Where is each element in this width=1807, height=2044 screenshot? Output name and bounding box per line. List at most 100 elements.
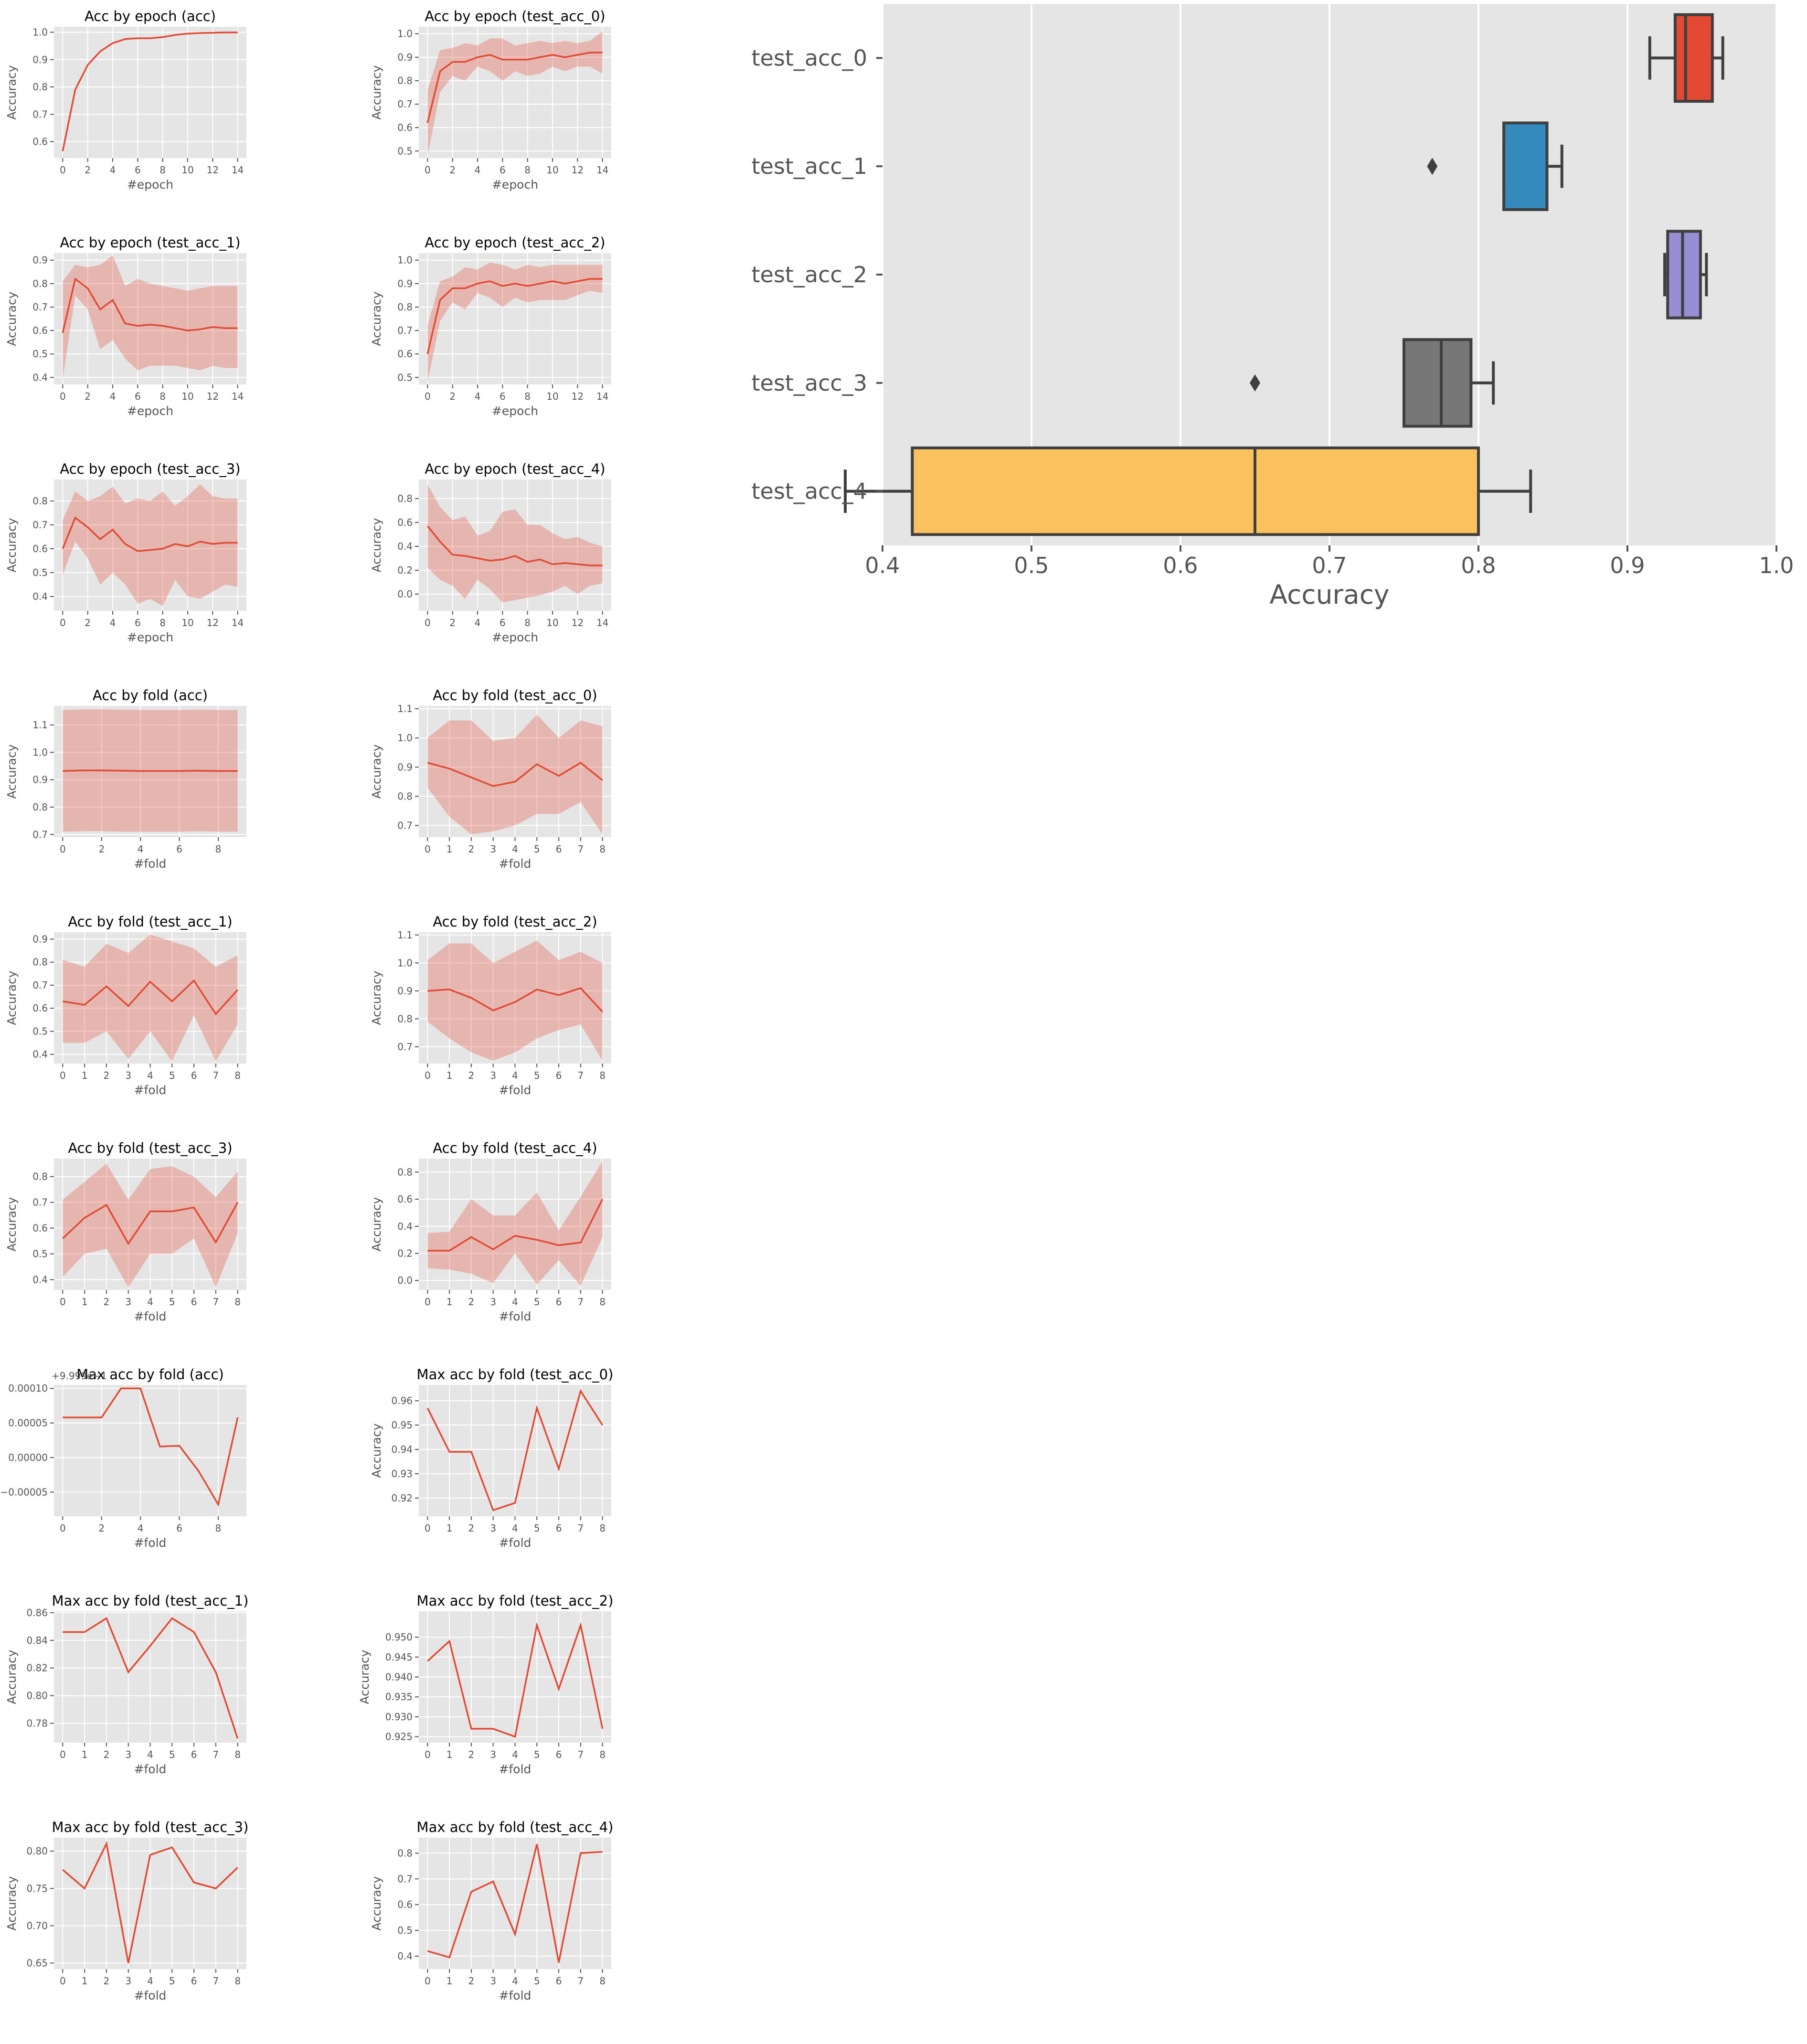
x-axis-label: #fold (134, 1989, 167, 2002)
box-body (1403, 338, 1473, 428)
x-axis-label: #fold (499, 857, 531, 871)
x-tick-label: 1 (82, 1296, 88, 1308)
series-line (63, 1387, 239, 1507)
x-tick-label: 7 (213, 1975, 219, 1987)
x-tick-label: 6 (191, 1975, 197, 1987)
y-tick-label: 0.7 (32, 519, 48, 531)
plot-area (419, 479, 611, 611)
x-tick-label: 5 (534, 1522, 540, 1534)
y-tick-label: 1.0 (397, 957, 413, 969)
x-tick-label: 5 (534, 843, 540, 855)
x-tick-label: 12 (572, 164, 584, 176)
y-tick-label: 0.6 (397, 348, 413, 360)
x-tick-label: 4 (110, 391, 116, 402)
x-tick-label: 3 (490, 1522, 496, 1534)
x-tick-label: 7 (213, 1070, 219, 1081)
x-tick-label: 8 (215, 1522, 222, 1534)
x-tick-label: 10 (546, 391, 558, 402)
y-tick-label: 0.5 (32, 567, 48, 578)
subplot-title: Acc by fold (test_acc_0) (433, 687, 597, 703)
x-tick-label: 6 (176, 843, 182, 855)
y-tick-label: 0.8 (397, 301, 413, 313)
x-tick-label: 3 (125, 1749, 131, 1760)
y-tick-label: 0.7 (32, 829, 48, 840)
series-line (427, 1844, 603, 1963)
y-axis-label: Accuracy (370, 1423, 383, 1478)
confidence-band (63, 484, 238, 606)
x-tick-label: 8 (599, 843, 606, 855)
x-tick-label: 6 (191, 1296, 197, 1308)
y-tick-label: 1.0 (397, 255, 413, 266)
y-tick-label: 0.9 (397, 52, 413, 63)
y-axis-label: Accuracy (370, 291, 383, 346)
x-tick-label: 14 (596, 617, 608, 628)
y-tick-label: 0.0 (397, 1275, 413, 1286)
x-tick-label: 2 (449, 617, 456, 628)
x-tick-label: 7 (213, 1749, 219, 1760)
x-tick-label: 4 (512, 1975, 518, 1987)
subplot-11: 0 1 2 3 4 5 6 7 8 0.4 0.5 0.6 0.7 0.8 Acc by fold (tes… (5, 1140, 246, 1323)
y-axis-label: Accuracy (370, 518, 383, 572)
x-tick-label: 4 (147, 1070, 153, 1081)
series-line (426, 525, 603, 566)
y-tick-label: 0.80 (26, 1845, 48, 1857)
x-tick-label: 0 (425, 1975, 431, 1987)
x-tick-label: 6 (556, 1070, 562, 1081)
x-tick-label: 12 (572, 617, 584, 628)
x-tick-label: 0 (60, 164, 66, 176)
x-tick-label: 10 (546, 617, 558, 628)
subplot-7: 0 2 4 6 8 0.7 0.8 0.9 1.0 1.1 Acc by fold (acc) #fo… (5, 687, 246, 871)
y-tick-label: 1.0 (397, 28, 413, 40)
y-tick-label: 0.930 (385, 1711, 413, 1723)
subplot-9: 0 1 2 3 4 5 6 7 8 0.4 0.5 0.6 0.7 0.8 0.9 Acc by fold (… (5, 914, 246, 1097)
x-axis-label: #epoch (127, 178, 173, 192)
x-tick-label: 1 (82, 1070, 88, 1081)
x-tick-label: 6 (556, 1296, 562, 1308)
x-tick-label: 7 (578, 1070, 584, 1081)
x-tick-label: 1 (446, 1522, 453, 1534)
subplot-10: 0 1 2 3 4 5 6 7 8 0.7 0.8 0.9 1.0 1.1 Acc by fold (tes… (370, 914, 611, 1097)
y-tick-label: 0.4 (397, 1950, 413, 1962)
x-tick-label: 7 (578, 843, 584, 855)
x-tick-label: 4 (110, 164, 116, 176)
x-tick-label: 3 (490, 1070, 496, 1081)
x-axis-label: #fold (499, 1536, 531, 1550)
y-tick-label: 0.9 (32, 774, 48, 786)
x-tick-label: 7 (578, 1296, 584, 1308)
y-tick-label: 0.75 (26, 1883, 48, 1894)
x-tick-label: 2 (468, 1749, 475, 1760)
x-tick-label: 3 (490, 1749, 496, 1760)
y-tick-label: 0.78 (26, 1717, 48, 1729)
series-line (427, 987, 603, 1012)
y-tick-label: 0.96 (391, 1395, 413, 1406)
y-tick-label: 0.00010 (8, 1383, 48, 1394)
subplot-title: Max acc by fold (test_acc_2) (417, 1593, 614, 1609)
x-tick-label: 8 (215, 843, 222, 855)
plot-area (54, 253, 246, 384)
x-tick-label: 5 (534, 1749, 540, 1760)
y-tick-label: 0.9 (32, 933, 48, 945)
x-tick-label: 4 (512, 1749, 518, 1760)
y-tick-label: 0.92 (391, 1492, 413, 1504)
y-tick-label: 0.4 (397, 541, 413, 552)
y-tick-label: 0.86 (26, 1607, 48, 1618)
x-tick-label: 8 (234, 1749, 241, 1760)
x-tick-label: 4 (138, 843, 144, 855)
series-line (426, 1389, 604, 1512)
y-tick-label: test_acc_2 (752, 262, 867, 287)
confidence-band (63, 255, 238, 380)
x-tick-label: 1 (446, 1975, 453, 1987)
subplot-14: 0 1 2 3 4 5 6 7 8 0.92 0.93 0.94 0.95 0.96 Max acc by … (370, 1366, 613, 1550)
y-tick-label: 0.4 (32, 372, 48, 383)
box-test_acc_1 (1427, 121, 1563, 211)
subplot-6: 0 2 4 6 8 10 12 14 0.0 0.2 0.4 0.6 0.8 Acc by epoch (… (370, 461, 611, 644)
x-tick-label: 0.9 (1610, 553, 1645, 578)
y-tick-label: 0.7 (397, 325, 413, 336)
subplot-title: Acc by epoch (test_acc_2) (425, 234, 605, 251)
outlier-point (1250, 374, 1260, 392)
box-plot-chart: test_acc_0 test_acc_1 test_acc_2 test_acc_3… (752, 4, 1794, 610)
x-tick-label: 6 (135, 391, 141, 402)
confidence-band (427, 262, 603, 383)
subplot-title: Acc by fold (test_acc_1) (68, 914, 232, 930)
x-tick-label: 0 (425, 1522, 431, 1534)
